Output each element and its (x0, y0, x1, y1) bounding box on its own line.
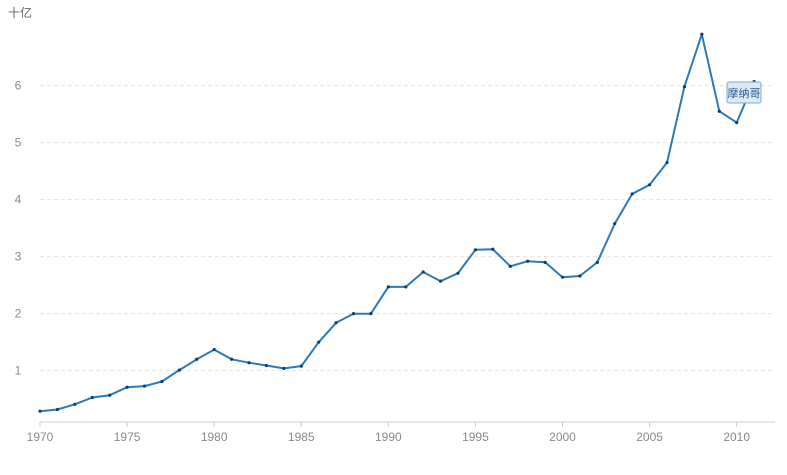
data-point[interactable] (334, 321, 338, 325)
series-label-text: 摩纳哥 (728, 86, 761, 100)
data-point[interactable] (473, 248, 478, 252)
x-tick-label: 2005 (636, 430, 663, 444)
data-point[interactable] (578, 274, 582, 278)
data-point[interactable] (282, 366, 286, 370)
data-point[interactable] (369, 312, 373, 316)
x-tick-label: 2010 (723, 430, 750, 444)
y-tick-label: 4 (15, 193, 22, 207)
y-tick-label: 3 (15, 250, 22, 264)
series-label[interactable]: 摩纳哥 (726, 81, 762, 104)
data-point[interactable] (421, 270, 425, 274)
data-point[interactable] (613, 221, 617, 226)
data-point[interactable] (682, 85, 687, 89)
data-point[interactable] (177, 368, 181, 372)
data-point[interactable] (351, 312, 356, 316)
x-tick-label: 1990 (375, 430, 402, 444)
data-point[interactable] (665, 160, 669, 165)
series-label-box (726, 81, 762, 104)
y-tick-label: 2 (15, 307, 22, 321)
data-point[interactable] (526, 259, 530, 263)
data-point[interactable] (404, 285, 408, 289)
data-point[interactable] (73, 402, 77, 406)
data-point[interactable] (560, 275, 565, 279)
x-tick-label: 1975 (114, 430, 141, 444)
x-tick-label: 2000 (549, 430, 576, 444)
y-axis-ticks: 1 2 3 4 5 6 (15, 79, 22, 378)
data-point[interactable] (108, 393, 112, 397)
data-point[interactable] (700, 32, 704, 36)
data-point[interactable] (438, 279, 443, 283)
series-group (38, 32, 756, 413)
data-point[interactable] (456, 271, 460, 275)
y-tick-label: 5 (15, 136, 22, 150)
x-tick-label: 1970 (27, 430, 54, 444)
data-point[interactable] (264, 363, 269, 368)
x-axis: 1970 1975 1980 1985 1990 1995 2000 2005 2010 (27, 421, 775, 444)
data-point[interactable] (543, 260, 547, 264)
data-point[interactable] (90, 395, 94, 400)
data-point[interactable] (299, 364, 303, 368)
data-point[interactable] (195, 357, 199, 361)
data-point[interactable] (212, 347, 216, 352)
data-point[interactable] (491, 247, 495, 251)
data-point[interactable] (142, 384, 147, 388)
y-unit-label: 十亿 (8, 5, 32, 20)
y-tick-label: 6 (15, 79, 22, 93)
data-point[interactable] (595, 260, 599, 264)
data-point[interactable] (647, 183, 652, 187)
x-tick-label: 1980 (201, 430, 228, 444)
data-point[interactable] (247, 361, 251, 365)
x-tick-label: 1985 (288, 430, 315, 444)
y-tick-label: 1 (15, 364, 22, 378)
grid-lines (40, 85, 775, 372)
data-point[interactable] (630, 192, 634, 196)
x-tick-label: 1995 (462, 430, 489, 444)
data-point[interactable] (717, 109, 721, 113)
data-point[interactable] (735, 121, 739, 125)
data-point[interactable] (55, 407, 60, 412)
data-point[interactable] (125, 385, 129, 389)
data-point[interactable] (229, 357, 234, 361)
data-point[interactable] (508, 264, 512, 268)
data-point[interactable] (317, 340, 321, 344)
series-line (39, 33, 756, 413)
data-point[interactable] (160, 379, 164, 384)
data-point[interactable] (386, 285, 390, 289)
data-point[interactable] (38, 409, 42, 413)
